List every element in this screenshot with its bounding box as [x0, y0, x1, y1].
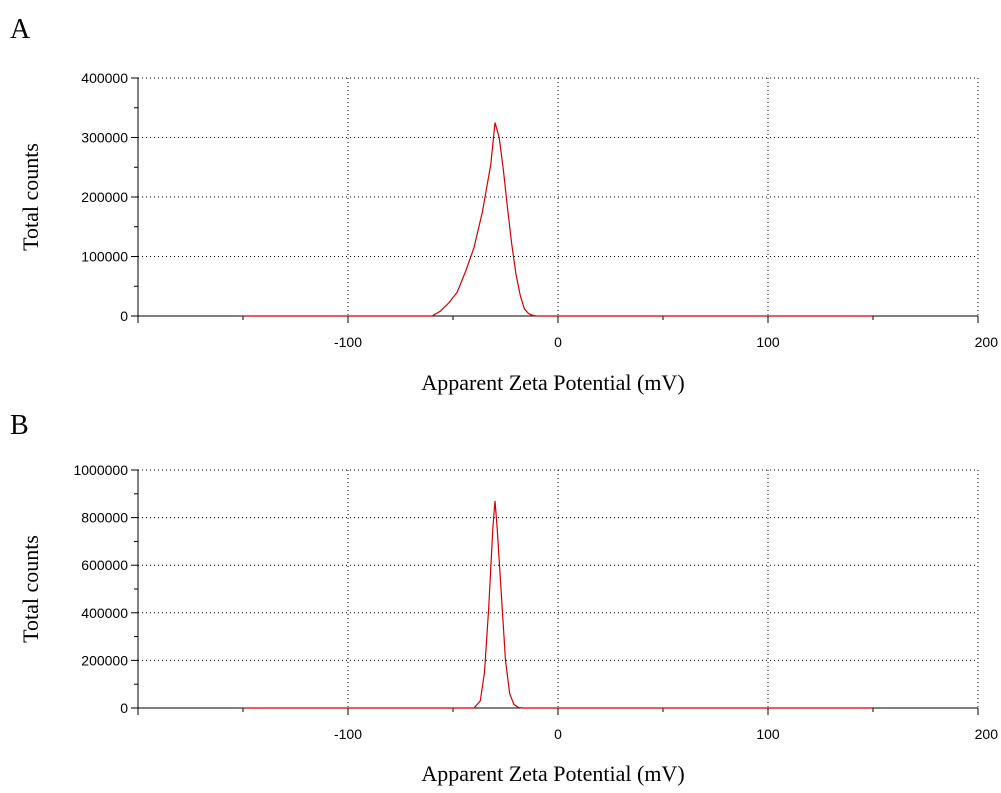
y-tick-label: 0	[120, 700, 128, 716]
y-tick-label: 300000	[81, 130, 128, 146]
y-tick-label: 600000	[81, 557, 128, 573]
x-tick-label: 100	[756, 726, 780, 742]
chart-panel-a: 0 100000 200000 300000 400000 -100 0 100 200 Tota…	[18, 70, 998, 395]
y-tick-label: 200000	[81, 652, 128, 668]
x-tick-label: -100	[334, 334, 362, 350]
y-tick-label: 1000000	[73, 462, 128, 478]
x-axis-title: Apparent Zeta Potential (mV)	[421, 761, 684, 786]
x-tick-label: 0	[554, 726, 562, 742]
series-line	[243, 500, 873, 709]
y-tick-label: 200000	[81, 189, 128, 205]
x-tick-label: -100	[334, 726, 362, 742]
x-tick-label: 100	[756, 334, 780, 350]
y-axis-title: Total counts	[18, 143, 43, 251]
chart-panel-b: 0 200000 400000 600000 800000 1000000 -100 0 100…	[18, 462, 998, 786]
x-axis-title: Apparent Zeta Potential (mV)	[421, 370, 684, 395]
series-line	[243, 122, 873, 317]
panel-a-label: A	[10, 14, 31, 45]
y-tick-label: 100000	[81, 249, 128, 265]
x-tick-label: 0	[554, 334, 562, 350]
y-axis-title: Total counts	[18, 535, 43, 643]
y-tick-label: 400000	[81, 70, 128, 86]
y-tick-label: 0	[120, 308, 128, 324]
x-tick-label: 200	[975, 726, 999, 742]
y-tick-label: 800000	[81, 510, 128, 526]
x-tick-label: 200	[975, 334, 999, 350]
panel-b-label: B	[10, 410, 29, 441]
y-tick-label: 400000	[81, 605, 128, 621]
